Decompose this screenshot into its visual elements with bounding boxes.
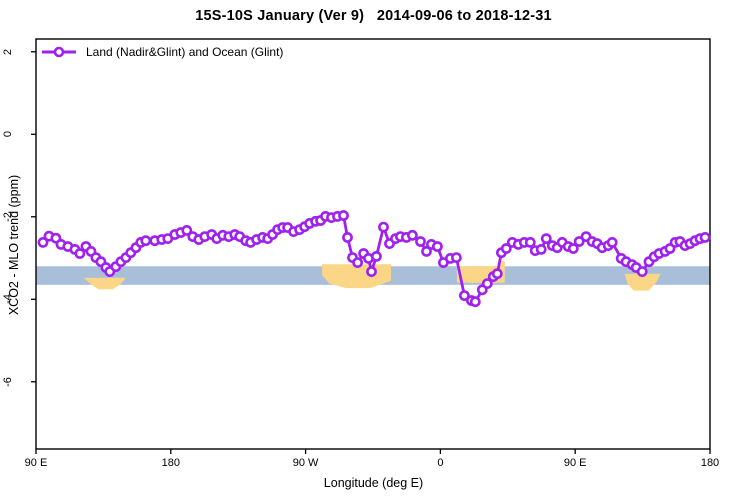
x-axis-title: Longitude (deg E) — [323, 476, 424, 490]
data-point-marker — [481, 278, 493, 289]
highlight-region — [624, 273, 661, 291]
data-point-marker — [370, 250, 382, 262]
data-point-marker — [74, 248, 86, 259]
data-point-marker — [366, 266, 377, 277]
x-tick-label: 90 W — [292, 457, 319, 469]
data-point-marker — [140, 235, 152, 247]
data-point-marker — [535, 243, 547, 255]
x-tick-label: 0 — [437, 457, 444, 469]
x-tick-label: 180 — [161, 457, 180, 469]
data-point-marker — [421, 245, 432, 257]
data-point-marker — [567, 243, 579, 254]
data-point-marker — [491, 268, 503, 280]
data-point-marker — [573, 236, 585, 247]
data-point-marker — [37, 236, 49, 248]
data-point-marker — [524, 236, 536, 248]
legend-label: Land (Nadir&Glint) and Ocean (Glint) — [86, 45, 284, 59]
data-point-marker — [352, 257, 363, 268]
data-point-marker — [338, 210, 349, 221]
data-point-marker — [458, 290, 470, 301]
y-tick-label: 0 — [2, 131, 14, 138]
y-tick-label: -6 — [2, 376, 14, 387]
y-tick-label: -2 — [2, 211, 14, 222]
plot-frame — [35, 38, 711, 450]
data-point-marker — [469, 296, 481, 308]
data-point-marker — [415, 236, 426, 247]
data-point-marker — [342, 231, 353, 243]
data-point-marker — [181, 224, 193, 236]
data-point-marker — [406, 229, 418, 241]
data-point-marker — [450, 252, 462, 263]
x-tick-label: 90 E — [24, 457, 48, 469]
data-point-marker — [378, 221, 389, 233]
chart-title: 15S-10S January (Ver 9) 2014-09-06 to 20… — [195, 8, 552, 24]
x-tick-label: 90 E — [563, 457, 587, 469]
highlight-region — [83, 277, 126, 290]
x-tick-label: 180 — [700, 457, 720, 469]
y-tick-label: -4 — [2, 294, 14, 305]
data-point-marker — [431, 241, 443, 252]
data-point-marker — [636, 266, 648, 277]
legend: Land (Nadir&Glint) and Ocean (Glint) — [41, 45, 283, 59]
data-point-marker — [540, 233, 552, 244]
data-point-marker — [699, 231, 711, 243]
data-point-marker — [500, 243, 512, 254]
data-point-marker — [606, 236, 618, 248]
legend-line-marker-icon — [42, 46, 76, 58]
y-tick-label: 2 — [2, 48, 14, 55]
